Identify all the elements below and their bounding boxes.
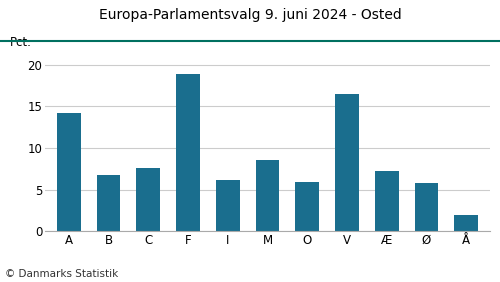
Bar: [375, 171, 398, 231]
Text: Pct.: Pct.: [10, 36, 32, 49]
Bar: [256, 160, 280, 231]
Bar: [57, 113, 81, 231]
Bar: [136, 168, 160, 231]
Bar: [335, 94, 359, 231]
Bar: [96, 175, 120, 231]
Bar: [176, 74, 200, 231]
Bar: [296, 182, 319, 231]
Text: Europa-Parlamentsvalg 9. juni 2024 - Osted: Europa-Parlamentsvalg 9. juni 2024 - Ost…: [98, 8, 402, 23]
Bar: [454, 215, 478, 231]
Bar: [216, 180, 240, 231]
Bar: [414, 183, 438, 231]
Text: © Danmarks Statistik: © Danmarks Statistik: [5, 269, 118, 279]
